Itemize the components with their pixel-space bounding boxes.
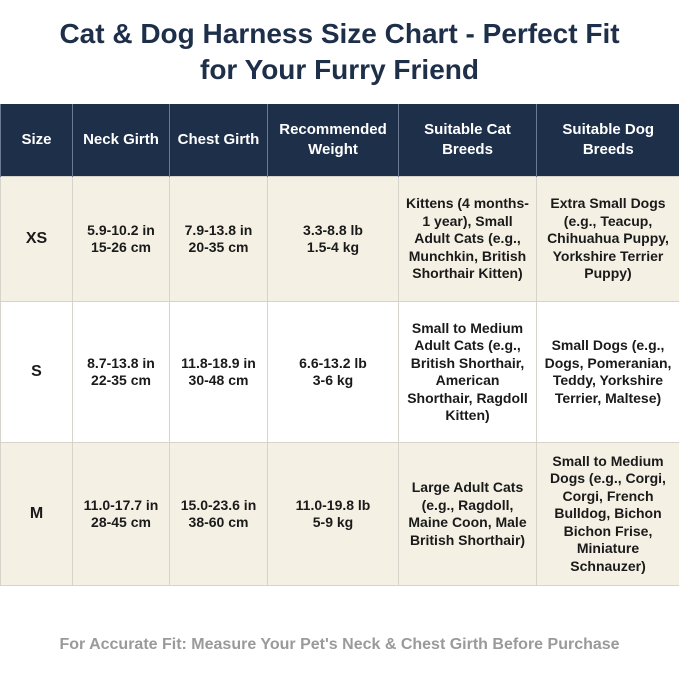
table-cell: Small to Medium Adult Cats (e.g., Britis… bbox=[398, 301, 537, 443]
header-cell: Recommended Weight bbox=[267, 104, 399, 177]
table-cell: Small to Medium Dogs (e.g., Corgi, Corgi… bbox=[536, 442, 679, 586]
table-cell: 11.0-19.8 lb 5-9 kg bbox=[267, 442, 399, 586]
footer-note: For Accurate Fit: Measure Your Pet's Nec… bbox=[59, 636, 620, 653]
table-cell: 15.0-23.6 in 38-60 cm bbox=[169, 442, 268, 586]
table-cell: 6.6-13.2 lb 3-6 kg bbox=[267, 301, 399, 443]
table-cell: Large Adult Cats (e.g., Ragdoll, Maine C… bbox=[398, 442, 537, 586]
table-row: XS 5.9-10.2 in 15-26 cm 7.9-13.8 in 20-35 … bbox=[0, 176, 679, 302]
table-cell: 11.0-17.7 in 28-45 cm bbox=[72, 442, 170, 586]
header-cell: Size bbox=[0, 104, 73, 177]
header-row: Size Neck Girth Chest Girth Recommended Wei… bbox=[0, 104, 679, 177]
table-cell: Small Dogs (e.g., Dogs, Pomeranian, Tedd… bbox=[536, 301, 679, 443]
header-cell: Suitable Cat Breeds bbox=[398, 104, 537, 177]
header-cell: Neck Girth bbox=[72, 104, 170, 177]
table-cell: 5.9-10.2 in 15-26 cm bbox=[72, 176, 170, 302]
size-table: Size Neck Girth Chest Girth Recommended Wei… bbox=[0, 104, 679, 586]
table-cell: 3.3-8.8 lb 1.5-4 kg bbox=[267, 176, 399, 302]
table-cell: Extra Small Dogs (e.g., Teacup, Chihuahu… bbox=[536, 176, 679, 302]
table-row: S 8.7-13.8 in 22-35 cm 11.8-18.9 in 30-48 … bbox=[0, 301, 679, 443]
header-cell: Suitable Dog Breeds bbox=[536, 104, 679, 177]
header-cell: Chest Girth bbox=[169, 104, 268, 177]
size-cell: M bbox=[0, 442, 73, 586]
size-cell: XS bbox=[0, 176, 73, 302]
table-cell: 8.7-13.8 in 22-35 cm bbox=[72, 301, 170, 443]
table-cell: 11.8-18.9 in 30-48 cm bbox=[169, 301, 268, 443]
size-cell: S bbox=[0, 301, 73, 443]
table-row: M 11.0-17.7 in 28-45 cm 15.0-23.6 in 38-60… bbox=[0, 442, 679, 586]
table-cell: Kittens (4 months-1 year), Small Adult C… bbox=[398, 176, 537, 302]
table-body: XS 5.9-10.2 in 15-26 cm 7.9-13.8 in 20-35 … bbox=[0, 176, 679, 586]
table-cell: 7.9-13.8 in 20-35 cm bbox=[169, 176, 268, 302]
title: Cat & Dog Harness Size Chart - Perfect F… bbox=[59, 18, 620, 85]
